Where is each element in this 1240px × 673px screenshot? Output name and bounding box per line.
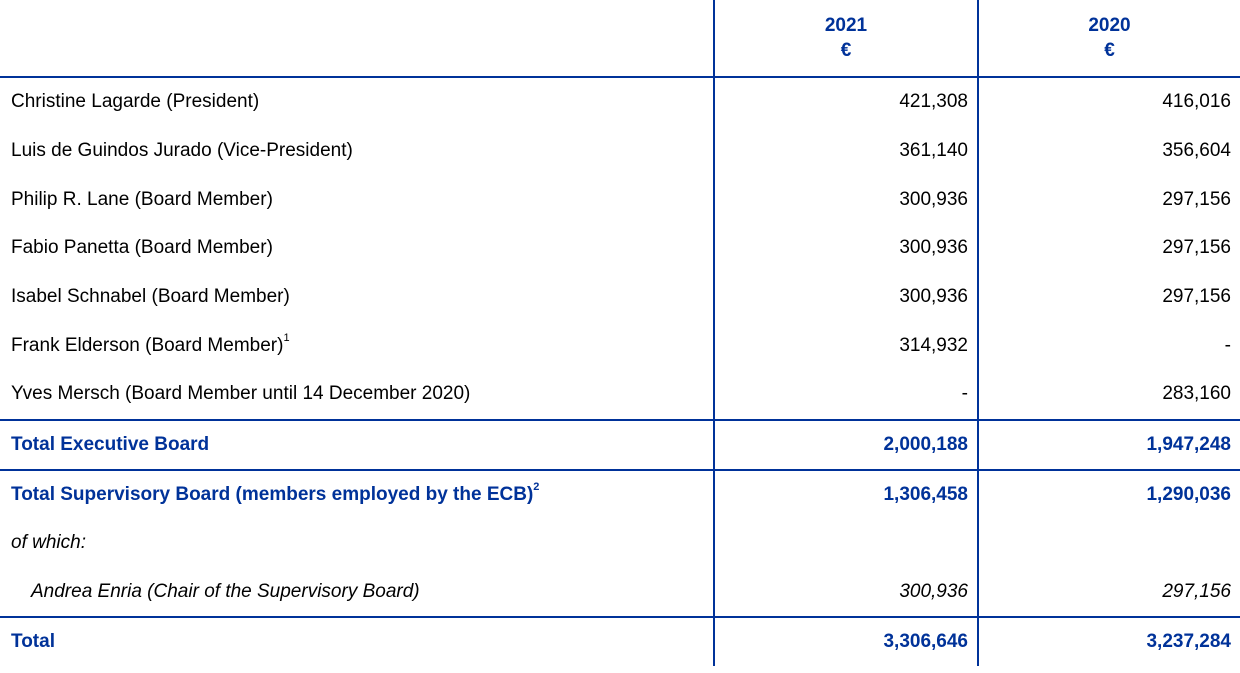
total-executive-row: Total Executive Board 2,000,188 1,947,248	[0, 418, 1240, 470]
footnote-marker: 1	[283, 331, 290, 344]
value-2021: 300,936	[713, 224, 978, 273]
value-2021: 314,932	[713, 321, 978, 371]
row-label: Philip R. Lane (Board Member)	[11, 188, 273, 210]
footnote-marker: 2	[533, 480, 540, 493]
grand-total-row: Total 3,306,646 3,237,284	[0, 616, 1240, 667]
value-2020: 416,016	[977, 77, 1240, 127]
table-row: Isabel Schnabel (Board Member) 300,936 297…	[0, 272, 1240, 322]
header-label	[0, 0, 714, 78]
row-label: Isabel Schnabel (Board Member)	[11, 286, 290, 308]
table-row: Philip R. Lane (Board Member) 300,936 297,…	[0, 175, 1240, 225]
value-2021: 300,936	[713, 272, 978, 322]
table-row: Christine Lagarde (President) 421,308 416,…	[0, 77, 1240, 127]
total-supervisory-row: Total Supervisory Board (members employe…	[0, 468, 1240, 519]
value-2020	[977, 518, 1240, 568]
header-row: 2021 € 2020 €	[0, 0, 1240, 78]
table-row: Yves Mersch (Board Member until 14 Decem…	[0, 370, 1240, 420]
table-row: Fabio Panetta (Board Member) 300,936 297,1…	[0, 224, 1240, 273]
chair-row: Andrea Enria (Chair of the Supervisory B…	[0, 567, 1240, 618]
row-label: Andrea Enria (Chair of the Supervisory B…	[31, 580, 420, 602]
table-row: Luis de Guindos Jurado (Vice-President) 3…	[0, 126, 1240, 176]
unit-label: €	[840, 40, 852, 61]
row-label: Total Supervisory Board (members employe…	[0, 468, 714, 519]
value-2020: 1,290,036	[977, 468, 1240, 519]
year-label: 2021	[824, 15, 868, 36]
value-2021: 2,000,188	[713, 418, 978, 470]
of-which-row: of which:	[0, 518, 1240, 568]
value-2021: -	[713, 370, 978, 420]
value-2021	[713, 518, 978, 568]
year-label: 2020	[1088, 15, 1131, 36]
value-2020: 297,156	[977, 175, 1240, 225]
value-2021: 300,936	[713, 175, 978, 225]
row-label: Total Executive Board	[0, 418, 714, 470]
value-2021: 1,306,458	[713, 468, 978, 519]
table-row: Frank Elderson (Board Member)1 314,932-	[0, 321, 1240, 371]
header-2020: 2020 €	[977, 0, 1240, 78]
row-label: Fabio Panetta (Board Member)	[11, 237, 273, 259]
value-2020: 297,156	[977, 272, 1240, 322]
row-label: of which:	[11, 532, 86, 554]
value-2020: 1,947,248	[977, 418, 1240, 470]
value-2020: 356,604	[977, 126, 1240, 176]
row-label: Yves Mersch (Board Member until 14 Decem…	[11, 383, 471, 405]
value-2021: 361,140	[713, 126, 978, 176]
header-2021: 2021 €	[713, 0, 978, 78]
value-2020: 3,237,284	[977, 616, 1240, 667]
value-2020: -	[977, 321, 1240, 371]
row-label: Christine Lagarde (President)	[11, 91, 260, 113]
value-2020: 297,156	[977, 567, 1240, 618]
row-label: Frank Elderson (Board Member)1	[0, 321, 714, 370]
unit-label: €	[1104, 40, 1115, 61]
value-2021: 300,936	[713, 567, 978, 618]
value-2020: 297,156	[977, 224, 1240, 273]
row-label-text: Total Supervisory Board (members employe…	[11, 483, 534, 505]
value-2021: 3,306,646	[713, 616, 978, 667]
value-2020: 283,160	[977, 370, 1240, 420]
value-2021: 421,308	[713, 77, 978, 127]
row-label: Luis de Guindos Jurado (Vice-President)	[11, 140, 353, 162]
row-label: Total	[0, 616, 714, 667]
row-label-text: Frank Elderson (Board Member)	[11, 334, 284, 356]
